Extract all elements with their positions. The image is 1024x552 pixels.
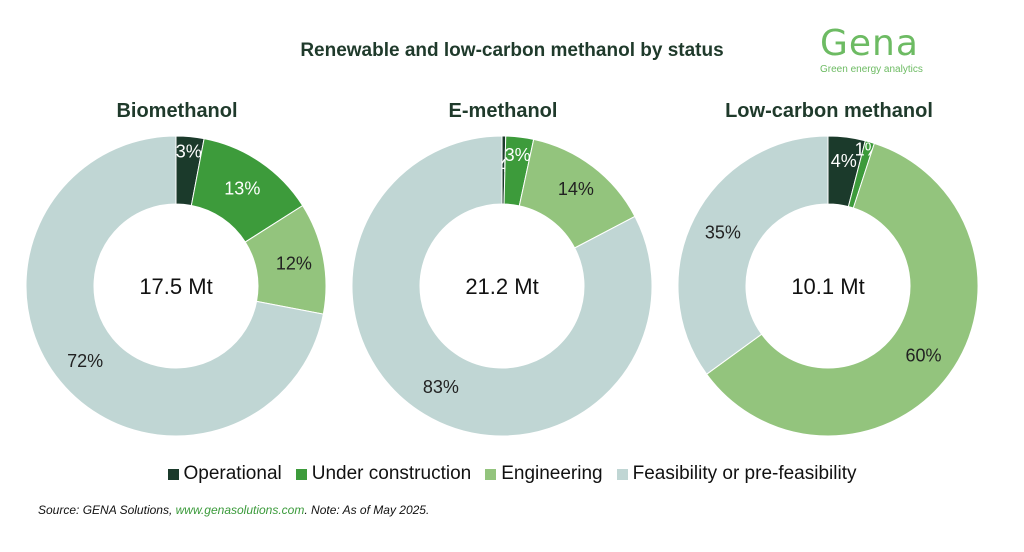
donut-chart-biomethanol: 3% 13% 12% 72% 17.5 Mt	[25, 135, 327, 437]
legend-label-engineering: Engineering	[501, 463, 603, 484]
slice-label-feasibility: 35%	[705, 222, 741, 242]
chart-title-e-methanol: E-methanol	[448, 100, 558, 122]
slice-label-operational: 3%	[176, 142, 202, 162]
source-link[interactable]: www.genasolutions.com	[175, 503, 305, 517]
slice-label-under-construction: 13%	[224, 178, 260, 198]
slice-label-operational: 4%	[831, 151, 857, 171]
page-title: Renewable and low-carbon methanol by sta…	[300, 40, 724, 61]
logo-wordmark: Gena	[820, 23, 919, 64]
center-total-label: 10.1 Mt	[791, 274, 864, 299]
legend-label-feasibility: Feasibility or pre-feasibility	[632, 463, 857, 484]
gena-logo: Gena Green energy analytics	[820, 23, 950, 76]
legend-swatch-under-construction	[295, 468, 307, 480]
legend-label-under-construction: Under construction	[311, 463, 472, 484]
slice-label-feasibility: 83%	[423, 377, 459, 397]
slice-engineering	[705, 142, 979, 437]
legend-swatch-operational	[167, 468, 179, 480]
legend-item-feasibility: Feasibility or pre-feasibility	[616, 463, 857, 485]
chart-title-biomethanol: Biomethanol	[116, 100, 238, 122]
center-total-label: 17.5 Mt	[139, 274, 212, 299]
legend-item-under-construction: Under construction	[295, 463, 472, 485]
slice-feasibility	[677, 135, 829, 375]
legend-swatch-engineering	[485, 468, 497, 480]
source-note: Source: GENA Solutions, www.genasolution…	[38, 503, 429, 517]
legend-label-operational: Operational	[183, 463, 282, 484]
slice-label-engineering: 14%	[558, 179, 594, 199]
slice-label-feasibility: 72%	[67, 351, 103, 371]
slice-label-engineering: 60%	[905, 345, 941, 365]
slice-label-under-construction: 3%	[505, 145, 531, 165]
slice-feasibility	[351, 135, 653, 437]
donut-chart-low-carbon-methanol: 4%1%60%35%10.1 Mt	[677, 135, 979, 437]
source-prefix: Source: GENA Solutions,	[38, 503, 176, 517]
source-suffix: . Note: As of May 2025.	[304, 503, 430, 517]
chart-title-low-carbon-methanol: Low-carbon methanol	[725, 100, 933, 122]
slice-label-engineering: 12%	[276, 254, 312, 274]
legend-item-operational: Operational	[167, 463, 282, 485]
logo-tagline: Green energy analytics	[820, 64, 923, 75]
center-total-label: 21.2 Mt	[465, 274, 538, 299]
slice-feasibility	[25, 135, 324, 437]
legend-item-engineering: Engineering	[485, 463, 603, 485]
legend: Operational Under construction Engineeri…	[0, 463, 1024, 485]
legend-swatch-feasibility	[616, 468, 628, 480]
donut-chart-e-methanol: 0.4%3%14%83%21.2 Mt	[351, 135, 653, 437]
